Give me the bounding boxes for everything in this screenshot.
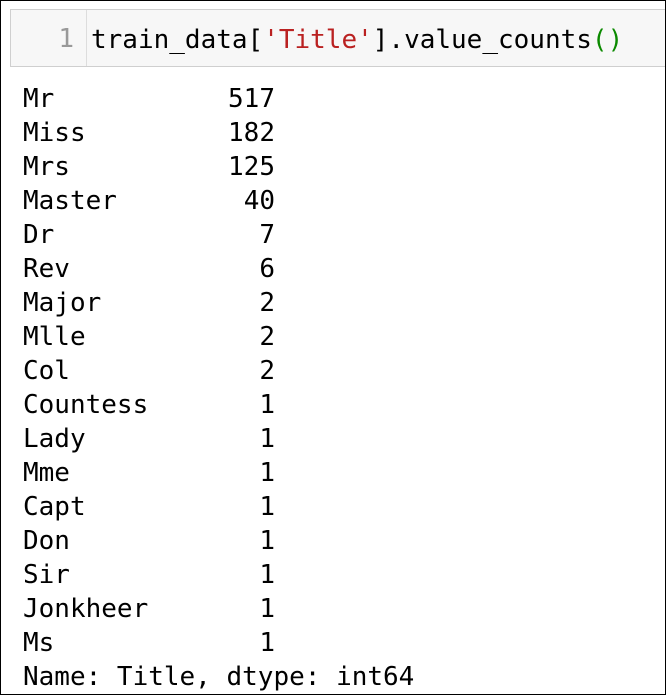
title-label: Ms xyxy=(23,628,55,658)
title-count: 1 xyxy=(259,458,275,488)
value-count-row: Miss 182 xyxy=(23,116,414,150)
code-string-literal: 'Title' xyxy=(263,25,373,55)
title-count: 1 xyxy=(259,594,275,624)
value-count-row: Rev 6 xyxy=(23,252,414,286)
value-count-row: Mlle 2 xyxy=(23,320,414,354)
title-count: 40 xyxy=(243,186,275,216)
title-label: Mr xyxy=(23,84,55,114)
value-count-row: Sir 1 xyxy=(23,558,414,592)
value-count-row: Mrs 125 xyxy=(23,150,414,184)
gutter-divider xyxy=(86,10,87,66)
title-label: Don xyxy=(23,526,70,556)
value-count-row: Major 2 xyxy=(23,286,414,320)
series-footer: Name: Title, dtype: int64 xyxy=(23,662,415,692)
value-count-row: Countess 1 xyxy=(23,388,414,422)
value-count-row: Capt 1 xyxy=(23,490,414,524)
title-label: Master xyxy=(23,186,117,216)
title-label: Miss xyxy=(23,118,86,148)
title-count: 125 xyxy=(228,152,275,182)
value-count-row: Lady 1 xyxy=(23,422,414,456)
title-label: Major xyxy=(23,288,102,318)
value-count-row: Mr 517 xyxy=(23,82,414,116)
title-count: 1 xyxy=(259,424,275,454)
value-count-row: Jonkheer 1 xyxy=(23,592,414,626)
title-label: Dr xyxy=(23,220,55,250)
title-label: Jonkheer xyxy=(23,594,149,624)
title-count: 1 xyxy=(259,526,275,556)
code-input-area[interactable]: 1 train_data['Title'].value_counts() xyxy=(10,9,665,67)
title-count: 2 xyxy=(259,322,275,352)
title-count: 182 xyxy=(228,118,275,148)
title-label: Countess xyxy=(23,390,149,420)
value-count-row: Dr 7 xyxy=(23,218,414,252)
title-label: Lady xyxy=(23,424,86,454)
title-count: 6 xyxy=(259,254,275,284)
code-line[interactable]: train_data['Title'].value_counts() xyxy=(91,23,623,57)
value-count-row: Don 1 xyxy=(23,524,414,558)
title-count: 1 xyxy=(259,492,275,522)
line-number: 1 xyxy=(58,24,74,54)
value-count-row: Master 40 xyxy=(23,184,414,218)
cell-output: Mr 517 Miss 182 Mrs 125 Master 40 Dr 7 Rev 6 Major 2 M… xyxy=(23,82,414,694)
title-count: 2 xyxy=(259,356,275,386)
value-count-row: Col 2 xyxy=(23,354,414,388)
title-count: 2 xyxy=(259,288,275,318)
title-count: 517 xyxy=(228,84,275,114)
title-count: 1 xyxy=(259,560,275,590)
title-count: 1 xyxy=(259,628,275,658)
value-counts-list: Mr 517 Miss 182 Mrs 125 Master 40 Dr 7 Rev 6 Major 2 M… xyxy=(23,82,414,660)
title-label: Sir xyxy=(23,560,70,590)
title-label: Rev xyxy=(23,254,70,284)
code-suffix: ].value_counts xyxy=(372,25,592,55)
title-count: 1 xyxy=(259,390,275,420)
value-count-row: Mme 1 xyxy=(23,456,414,490)
code-prefix: train_data[ xyxy=(91,25,264,55)
title-label: Capt xyxy=(23,492,86,522)
title-label: Mlle xyxy=(23,322,86,352)
title-count: 7 xyxy=(259,220,275,250)
title-label: Mrs xyxy=(23,152,70,182)
title-label: Mme xyxy=(23,458,70,488)
value-count-row: Ms 1 xyxy=(23,626,414,660)
code-parentheses: () xyxy=(591,25,624,55)
title-label: Col xyxy=(23,356,70,386)
